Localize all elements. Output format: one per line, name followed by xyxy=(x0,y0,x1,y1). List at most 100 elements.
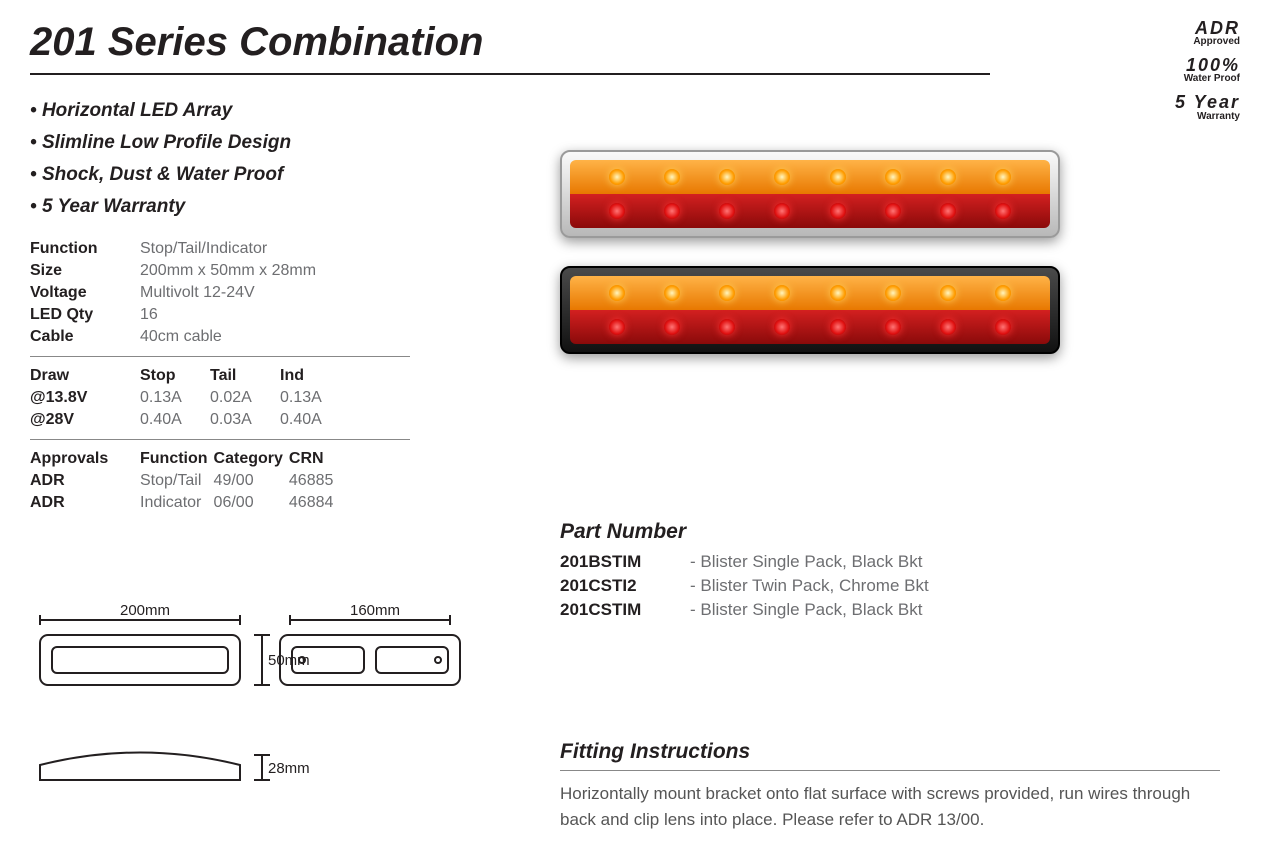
led-red xyxy=(664,319,680,335)
spec-label: LED Qty xyxy=(30,304,140,326)
draw-cell: 0.40A xyxy=(140,409,210,431)
led-red xyxy=(719,319,735,335)
lens xyxy=(570,160,1050,228)
draw-cell: 0.13A xyxy=(140,387,210,409)
dim-depth: 28mm xyxy=(268,760,310,777)
divider xyxy=(30,356,410,357)
appr-cell: 06/00 xyxy=(214,492,289,514)
draw-hdr: Ind xyxy=(280,365,350,387)
fitting-text: Horizontally mount bracket onto flat sur… xyxy=(560,781,1220,832)
led-amber xyxy=(664,285,680,301)
led-red xyxy=(830,203,846,219)
part-row: 201CSTIM- Blister Single Pack, Black Bkt xyxy=(560,600,1160,620)
led-red xyxy=(719,203,735,219)
appr-row-label: ADR xyxy=(30,492,140,514)
lens-amber-row xyxy=(570,160,1050,194)
spec-value: Stop/Tail/Indicator xyxy=(140,238,322,260)
led-amber xyxy=(719,169,735,185)
led-red xyxy=(885,203,901,219)
badge-wp-top: 100% xyxy=(1175,57,1240,73)
draw-table: Draw Stop Tail Ind @13.8V 0.13A 0.02A 0.… xyxy=(30,365,350,431)
draw-hdr: Tail xyxy=(210,365,280,387)
dimension-diagram: 200mm 160mm 50mm 28mm xyxy=(30,605,470,815)
appr-cell: Stop/Tail xyxy=(140,470,214,492)
led-amber xyxy=(995,169,1011,185)
badge-warranty: 5 Year Warranty xyxy=(1175,94,1240,121)
led-amber xyxy=(885,285,901,301)
led-red xyxy=(995,203,1011,219)
badge-waterproof: 100% Water Proof xyxy=(1175,57,1240,84)
appr-row-label: ADR xyxy=(30,470,140,492)
lens xyxy=(570,276,1050,344)
led-amber xyxy=(774,285,790,301)
spec-value: 200mm x 50mm x 28mm xyxy=(140,260,322,282)
badge-adr-bottom: Approved xyxy=(1175,36,1240,47)
appr-cell: 46885 xyxy=(289,470,359,492)
appr-hdr: Function xyxy=(140,448,214,470)
part-desc: - Blister Single Pack, Black Bkt xyxy=(690,552,922,571)
product-images xyxy=(560,150,1090,382)
led-red xyxy=(940,319,956,335)
led-amber xyxy=(830,169,846,185)
led-red xyxy=(940,203,956,219)
part-desc: - Blister Twin Pack, Chrome Bkt xyxy=(690,576,929,595)
parts-title: Part Number xyxy=(560,520,1160,544)
appr-cell: 46884 xyxy=(289,492,359,514)
part-number-section: Part Number 201BSTIM- Blister Single Pac… xyxy=(560,520,1160,624)
lens-red-row xyxy=(570,194,1050,228)
spec-value: 16 xyxy=(140,304,322,326)
draw-cell: 0.40A xyxy=(280,409,350,431)
led-amber xyxy=(609,169,625,185)
led-red xyxy=(995,319,1011,335)
part-desc: - Blister Single Pack, Black Bkt xyxy=(690,600,922,619)
led-red xyxy=(830,319,846,335)
left-column: Horizontal LED Array Slimline Low Profil… xyxy=(30,100,530,514)
spec-value: 40cm cable xyxy=(140,326,322,348)
draw-hdr: Stop xyxy=(140,365,210,387)
appr-hdr: CRN xyxy=(289,448,359,470)
appr-hdr: Approvals xyxy=(30,448,140,470)
light-chrome-bezel xyxy=(560,150,1060,238)
part-row: 201BSTIM- Blister Single Pack, Black Bkt xyxy=(560,552,1160,572)
feature-item: Slimline Low Profile Design xyxy=(30,132,530,154)
part-number: 201CSTIM xyxy=(560,600,690,620)
led-amber xyxy=(940,285,956,301)
fitting-title: Fitting Instructions xyxy=(560,740,1220,771)
divider xyxy=(30,439,410,440)
badge-wr-top: 5 Year xyxy=(1175,94,1240,110)
appr-cell: Indicator xyxy=(140,492,214,514)
draw-row-label: @13.8V xyxy=(30,387,140,409)
spec-label: Cable xyxy=(30,326,140,348)
feature-list: Horizontal LED Array Slimline Low Profil… xyxy=(30,100,530,218)
led-red xyxy=(609,203,625,219)
dim-height: 50mm xyxy=(268,652,310,669)
badge-stack: ADR Approved 100% Water Proof 5 Year War… xyxy=(1175,20,1240,132)
led-red xyxy=(609,319,625,335)
badge-wr-bottom: Warranty xyxy=(1175,111,1240,122)
fitting-section: Fitting Instructions Horizontally mount … xyxy=(560,740,1220,832)
lens-red-row xyxy=(570,310,1050,344)
led-amber xyxy=(664,169,680,185)
led-amber xyxy=(885,169,901,185)
feature-item: Horizontal LED Array xyxy=(30,100,530,122)
feature-item: Shock, Dust & Water Proof xyxy=(30,164,530,186)
dim-inner-w: 160mm xyxy=(350,605,400,619)
spec-table: FunctionStop/Tail/Indicator Size200mm x … xyxy=(30,238,322,348)
part-number: 201CSTI2 xyxy=(560,576,690,596)
led-amber xyxy=(774,169,790,185)
spec-label: Size xyxy=(30,260,140,282)
badge-wp-bottom: Water Proof xyxy=(1175,73,1240,84)
appr-cell: 49/00 xyxy=(214,470,289,492)
draw-cell: 0.13A xyxy=(280,387,350,409)
appr-hdr: Category xyxy=(214,448,289,470)
spec-label: Function xyxy=(30,238,140,260)
led-red xyxy=(885,319,901,335)
approval-table: Approvals Function Category CRN ADR Stop… xyxy=(30,448,359,514)
led-red xyxy=(774,319,790,335)
part-row: 201CSTI2- Blister Twin Pack, Chrome Bkt xyxy=(560,576,1160,596)
draw-cell: 0.03A xyxy=(210,409,280,431)
spec-value: Multivolt 12-24V xyxy=(140,282,322,304)
led-red xyxy=(774,203,790,219)
led-amber xyxy=(609,285,625,301)
badge-adr: ADR Approved xyxy=(1175,20,1240,47)
